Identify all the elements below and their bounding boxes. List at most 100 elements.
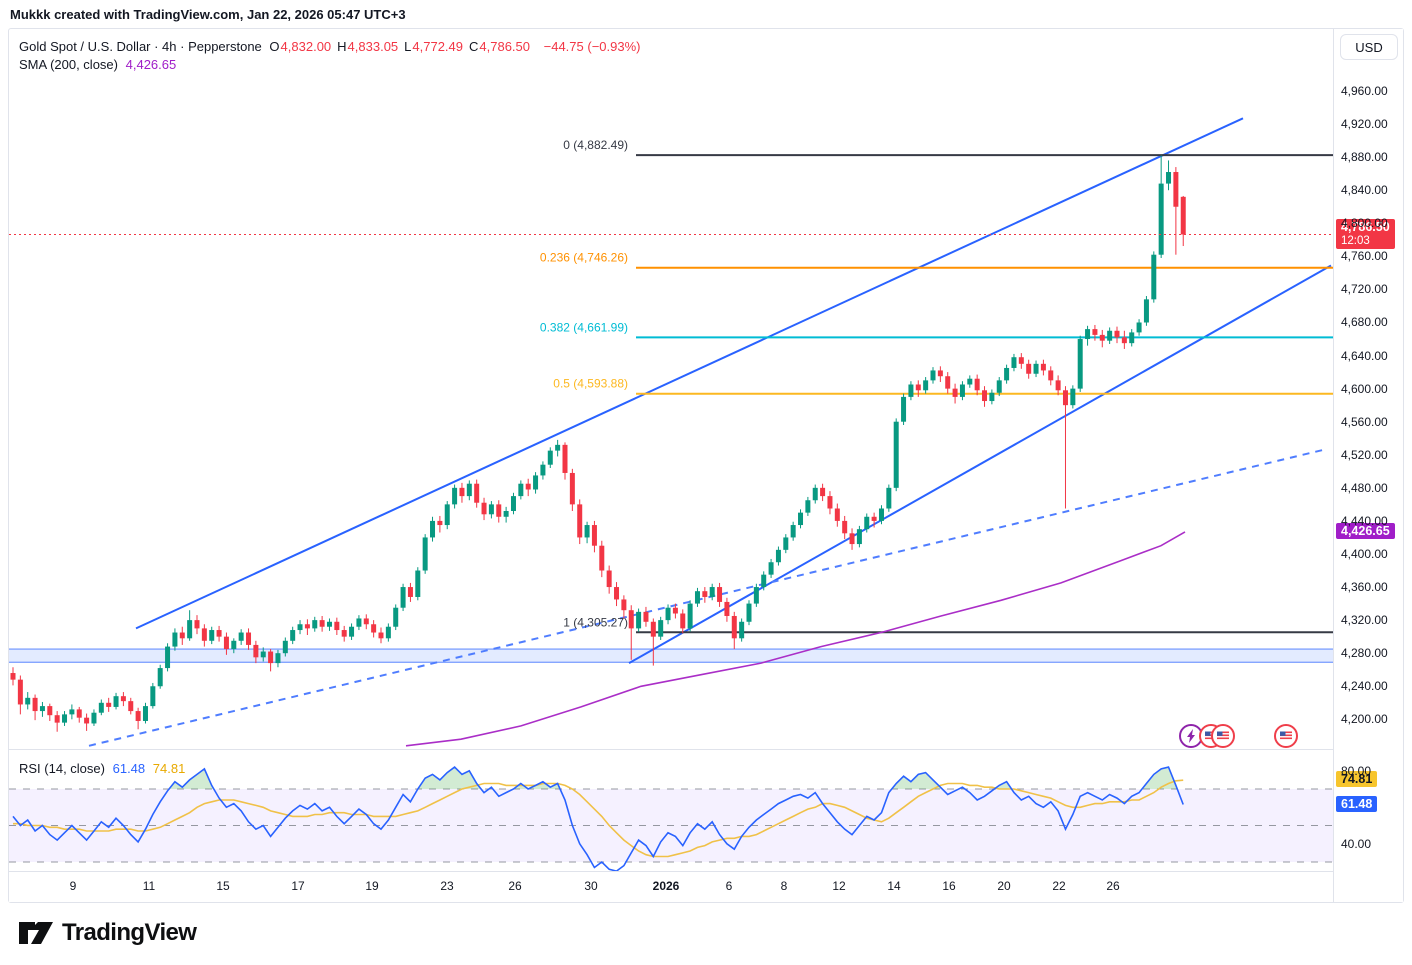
time-tick-label: 30 xyxy=(584,879,598,893)
support-zone[interactable] xyxy=(9,649,1333,663)
economic-event-icon[interactable] xyxy=(1179,724,1203,748)
candle-down xyxy=(628,610,634,629)
candle-up xyxy=(893,421,899,488)
us-flag-event-icon[interactable] xyxy=(1274,724,1298,748)
candle-down xyxy=(945,376,951,389)
candle-down xyxy=(319,620,325,627)
price-tick-label: 4,440.00 xyxy=(1341,513,1388,528)
rsi-legend: RSI (14, close) 61.48 74.81 xyxy=(19,761,189,776)
candle-down xyxy=(1180,196,1186,235)
candle-down xyxy=(834,508,840,521)
candle-down xyxy=(481,502,487,515)
price-tick-label: 4,800.00 xyxy=(1341,216,1388,231)
ohlc-label: C xyxy=(469,39,479,54)
candle-up xyxy=(113,696,119,707)
candle-down xyxy=(871,516,877,521)
ohlc-value: 4,833.05 xyxy=(347,39,399,54)
candle-down xyxy=(120,696,126,702)
price-tick-label: 4,760.00 xyxy=(1341,249,1388,264)
candle-up xyxy=(930,370,936,381)
candle-up xyxy=(282,640,288,654)
candle-down xyxy=(562,444,568,473)
candle-down xyxy=(10,673,16,680)
us-flag-event-icon[interactable] xyxy=(1211,724,1235,748)
candle-down xyxy=(621,599,627,611)
sma-value-badge: 4,426.65 xyxy=(1336,522,1395,539)
time-axis[interactable]: 9 11 15 17 19 23 26 30 2026 6 8 12 14 16 20 22 26 xyxy=(9,872,1333,902)
rsi-overbought-fill xyxy=(528,781,561,789)
candle-up xyxy=(69,709,75,715)
time-tick-label: 11 xyxy=(142,879,156,893)
candle-up xyxy=(349,626,355,637)
candle-up xyxy=(209,630,215,641)
trendline[interactable] xyxy=(628,264,1332,664)
candle-down xyxy=(717,587,723,602)
ohlc-label: O xyxy=(269,39,280,54)
candle-down xyxy=(216,630,222,637)
candle-up xyxy=(775,549,781,563)
fib-level-label: 0 (4,882.49) xyxy=(563,138,628,152)
time-tick-label: 26 xyxy=(1106,879,1120,893)
candle-down xyxy=(1099,334,1105,341)
candle-down xyxy=(614,587,620,600)
candle-down xyxy=(407,587,413,597)
candle-up xyxy=(739,621,745,639)
candle-up xyxy=(533,475,539,490)
price-tick-label: 4,680.00 xyxy=(1341,315,1388,330)
attribution-text: Mukkk created with TradingView.com, Jan … xyxy=(10,7,406,22)
candle-up xyxy=(503,510,509,517)
trendline[interactable] xyxy=(135,117,1244,630)
candle-down xyxy=(268,651,274,664)
candle-up xyxy=(996,380,1002,393)
chart-widget: 0 (4,882.49) 0.236 (4,746.26) 0.382 (4,661… xyxy=(8,28,1404,903)
candle-down xyxy=(1092,329,1098,335)
change-readout: −44.75 (−0.93%) xyxy=(543,39,641,54)
candle-down xyxy=(47,706,53,716)
candle-up xyxy=(1107,330,1113,341)
candle-down xyxy=(135,711,141,721)
pane-divider[interactable] xyxy=(9,749,1403,750)
rsi-tick-label: 80.00 xyxy=(1341,763,1372,778)
candle-up xyxy=(878,508,884,521)
candle-down xyxy=(474,483,480,503)
dashed-trendline[interactable] xyxy=(88,448,1328,747)
candle-down xyxy=(606,570,612,588)
candle-down xyxy=(672,607,678,614)
sma-line[interactable] xyxy=(405,531,1186,747)
candle-up xyxy=(290,630,296,641)
symbol-legend: Gold Spot / U.S. Dollar · 4h · Peppersto… xyxy=(19,39,644,54)
logo-bar: TradingView xyxy=(0,905,1412,965)
candle-up xyxy=(967,378,973,385)
rsi-tick-label: 40.00 xyxy=(1341,836,1372,851)
candle-down xyxy=(1121,337,1127,344)
rsi-overbought-fill xyxy=(417,767,482,789)
time-tick-label: 12 xyxy=(832,879,846,893)
candle-down xyxy=(246,632,252,645)
sma-legend-label: SMA (200, close) xyxy=(19,57,118,72)
candle-up xyxy=(62,714,68,723)
candle-down xyxy=(849,533,855,545)
price-axis[interactable]: USD 4,786.50 12:03 4,426.65 74.81 61.48 … xyxy=(1333,29,1403,902)
tradingview-logo[interactable]: TradingView xyxy=(18,917,197,949)
price-chart-canvas[interactable]: 0 (4,882.49) 0.236 (4,746.26) 0.382 (4,661… xyxy=(9,29,1333,749)
candle-down xyxy=(974,378,980,391)
rsi-ma-legend-value: 74.81 xyxy=(152,761,186,776)
rsi-chart-canvas[interactable] xyxy=(9,749,1333,871)
price-tick-label: 4,640.00 xyxy=(1341,348,1388,363)
time-tick-label: 9 xyxy=(69,879,77,893)
candle-up xyxy=(91,712,97,724)
candle-up xyxy=(1070,388,1076,406)
price-tick-label: 4,280.00 xyxy=(1341,646,1388,661)
candle-up xyxy=(901,396,907,422)
candle-up xyxy=(1033,363,1039,374)
candle-up xyxy=(326,621,332,627)
candle-up xyxy=(1011,357,1017,368)
candle-up xyxy=(452,487,458,505)
rsi-ma-line xyxy=(13,779,1184,858)
candle-up xyxy=(812,487,818,501)
candle-up xyxy=(518,483,524,497)
currency-button[interactable]: USD xyxy=(1340,34,1398,60)
bar-countdown: 12:03 xyxy=(1341,235,1370,248)
time-tick-label: 6 xyxy=(725,879,733,893)
candle-down xyxy=(378,632,384,639)
